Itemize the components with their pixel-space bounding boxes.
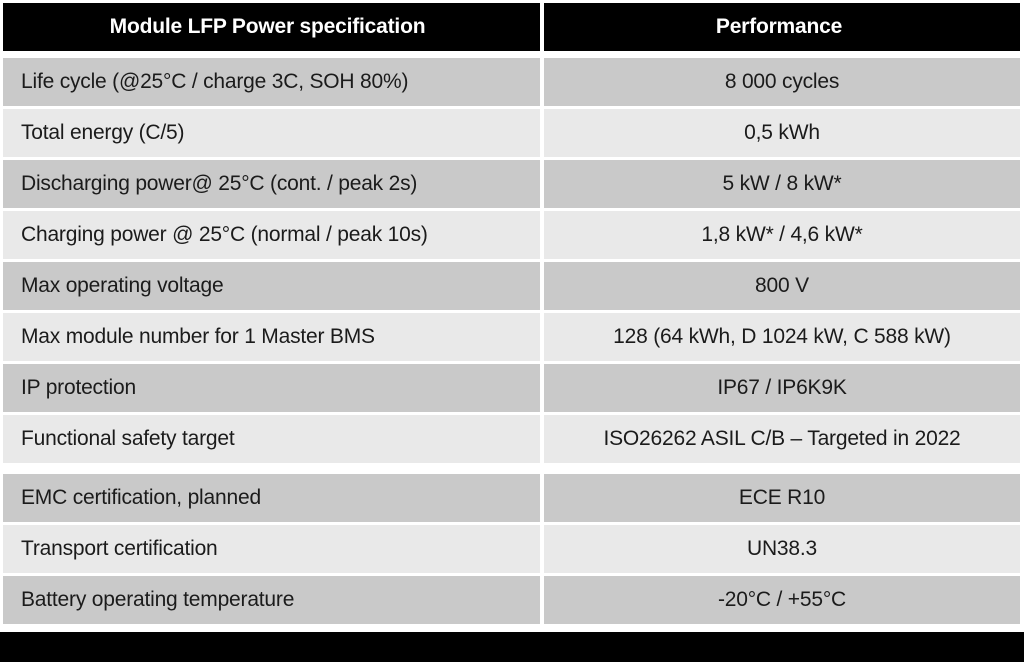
value-cell: UN38.3 xyxy=(544,525,1020,573)
spec-table: Module LFP Power specification Performan… xyxy=(3,3,1020,627)
spec-cell: Total energy (C/5) xyxy=(3,109,540,157)
table-row: Discharging power@ 25°C (cont. / peak 2s… xyxy=(3,160,1020,208)
spec-cell: Battery operating temperature xyxy=(3,576,540,624)
value-cell: IP67 / IP6K9K xyxy=(544,364,1020,412)
spec-cell: IP protection xyxy=(3,364,540,412)
value-cell: 5 kW / 8 kW* xyxy=(544,160,1020,208)
spec-cell: Transport certification xyxy=(3,525,540,573)
spec-cell: Discharging power@ 25°C (cont. / peak 2s… xyxy=(3,160,540,208)
table-header-row: Module LFP Power specification Performan… xyxy=(3,3,1020,51)
value-cell: ISO26262 ASIL C/B – Targeted in 2022 xyxy=(544,415,1020,463)
value-cell: 8 000 cycles xyxy=(544,58,1020,106)
spec-cell: Max module number for 1 Master BMS xyxy=(3,313,540,361)
table-row: Transport certification UN38.3 xyxy=(3,525,1020,573)
value-cell: -20°C / +55°C xyxy=(544,576,1020,624)
spec-cell: Max operating voltage xyxy=(3,262,540,310)
spec-cell: Functional safety target xyxy=(3,415,540,463)
table-row: Max module number for 1 Master BMS 128 (… xyxy=(3,313,1020,361)
table-row: EMC certification, planned ECE R10 xyxy=(3,474,1020,522)
value-cell: 128 (64 kWh, D 1024 kW, C 588 kW) xyxy=(544,313,1020,361)
spec-cell: Charging power @ 25°C (normal / peak 10s… xyxy=(3,211,540,259)
value-cell: 800 V xyxy=(544,262,1020,310)
value-cell: 0,5 kWh xyxy=(544,109,1020,157)
table-row: IP protection IP67 / IP6K9K xyxy=(3,364,1020,412)
spec-cell: EMC certification, planned xyxy=(3,474,540,522)
table-row: Max operating voltage 800 V xyxy=(3,262,1020,310)
header-performance-column: Performance xyxy=(544,3,1020,51)
table-body: Life cycle (@25°C / charge 3C, SOH 80%) … xyxy=(3,58,1020,624)
table-row: Charging power @ 25°C (normal / peak 10s… xyxy=(3,211,1020,259)
table-row: Battery operating temperature -20°C / +5… xyxy=(3,576,1020,624)
table-row: Functional safety target ISO26262 ASIL C… xyxy=(3,415,1020,463)
header-spec-column: Module LFP Power specification xyxy=(3,3,540,51)
spec-cell: Life cycle (@25°C / charge 3C, SOH 80%) xyxy=(3,58,540,106)
table-row: Life cycle (@25°C / charge 3C, SOH 80%) … xyxy=(3,58,1020,106)
footer-bar xyxy=(0,632,1024,662)
table-row: Total energy (C/5) 0,5 kWh xyxy=(3,109,1020,157)
value-cell: ECE R10 xyxy=(544,474,1020,522)
value-cell: 1,8 kW* / 4,6 kW* xyxy=(544,211,1020,259)
